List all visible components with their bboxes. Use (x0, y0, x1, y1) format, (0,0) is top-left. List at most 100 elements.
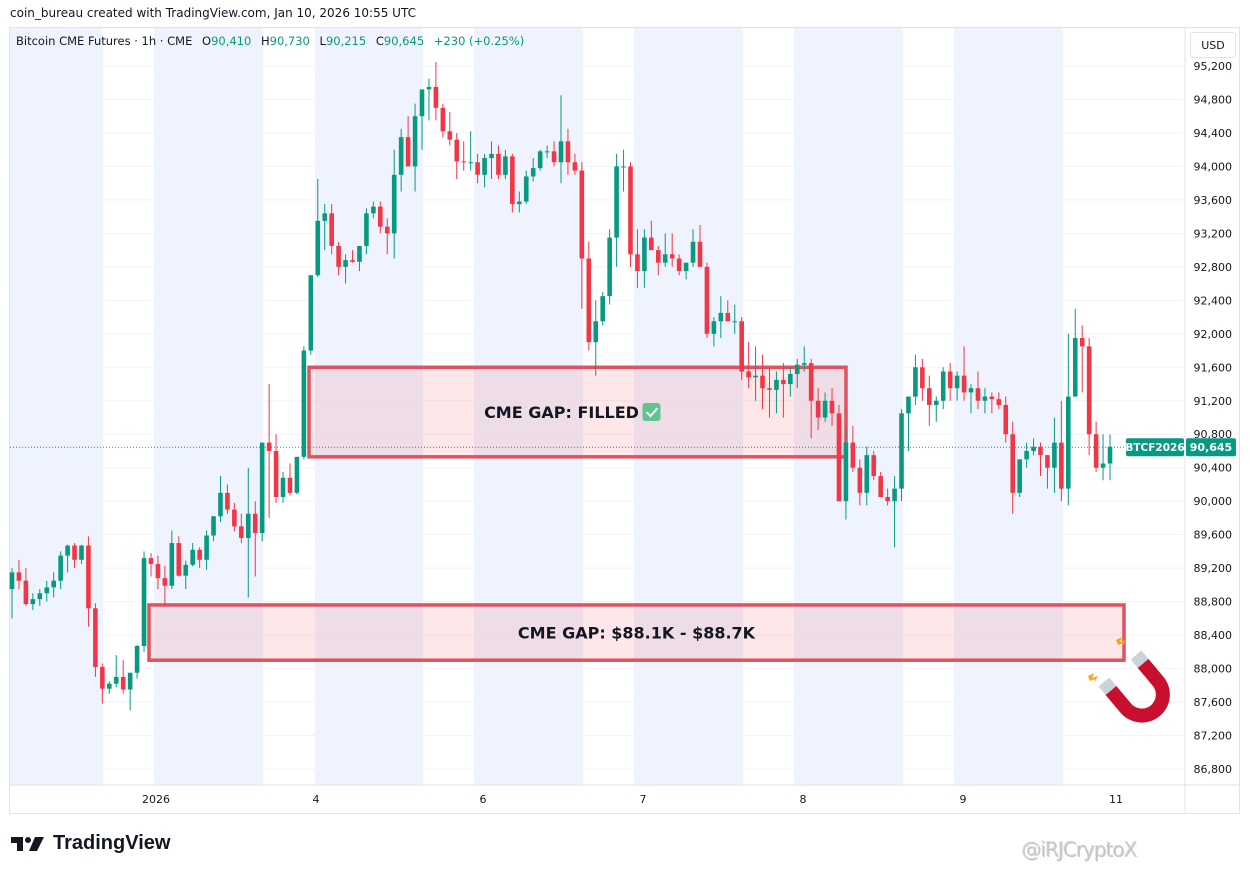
check-mark (645, 407, 659, 418)
candle (433, 61, 439, 121)
candle (65, 544, 70, 573)
candle (927, 375, 932, 426)
candle-body (739, 321, 744, 372)
price-tick-label: 88,800 (1194, 596, 1233, 609)
low-label: L (319, 34, 326, 48)
candle (968, 384, 974, 414)
candle-body (308, 275, 314, 351)
candle (378, 201, 383, 234)
candle (892, 476, 897, 548)
candle (843, 430, 849, 520)
price-axis[interactable]: 95,200 94,800 94,400 94,000 93,600 93,200 92,8… (1194, 60, 1233, 776)
candle (781, 363, 786, 418)
time-axis[interactable]: 2026 4 6 7 8 9 11 (10, 28, 1240, 814)
candle (322, 204, 328, 251)
candle-body (65, 545, 70, 556)
candle-body (239, 526, 244, 539)
candle (725, 300, 731, 322)
candle (266, 384, 272, 518)
candle (586, 241, 592, 351)
candle-body (1086, 346, 1092, 435)
price-tick-label: 92,800 (1194, 261, 1233, 274)
candle-body (753, 375, 758, 378)
tradingview-logo[interactable]: TradingView (11, 832, 170, 855)
candle-body (454, 139, 460, 162)
candle-body (204, 535, 209, 560)
candle-body (378, 206, 383, 227)
candle-body (579, 170, 585, 259)
candle-body (245, 513, 251, 539)
candle-body (975, 388, 981, 401)
candle-body (23, 580, 29, 605)
candle-body (301, 350, 307, 457)
candle-body (711, 321, 717, 334)
candle (885, 488, 890, 506)
candle-body (197, 549, 202, 560)
candle (412, 103, 418, 192)
candle (523, 170, 529, 205)
gap-open-label: CME GAP: $88.1K - $88.7K (518, 624, 756, 643)
candle (635, 229, 640, 288)
candle (211, 516, 216, 542)
candle-body (954, 375, 960, 389)
candle-body (829, 400, 835, 414)
candle (732, 304, 738, 334)
candle-body (982, 396, 988, 401)
gap-filled-rect[interactable] (307, 365, 848, 459)
candle-body (273, 450, 279, 498)
high-label: H (260, 34, 270, 48)
candle-body (933, 400, 939, 405)
price-tick-label: 95,200 (1194, 60, 1233, 73)
candle-body (767, 388, 772, 390)
candle (558, 95, 564, 184)
candle (357, 245, 362, 272)
candle-body (461, 161, 467, 163)
candle (294, 456, 300, 495)
candle-body (614, 166, 619, 238)
candle-body (718, 312, 724, 322)
candle-body (364, 213, 369, 246)
candle (913, 354, 918, 405)
candle (405, 116, 411, 167)
candle-body (447, 131, 453, 140)
candle-body (44, 587, 50, 594)
candle-body (676, 258, 682, 272)
candle (746, 342, 751, 389)
candle (982, 388, 988, 414)
candle (530, 158, 536, 182)
candle-body (927, 388, 932, 405)
candle (1079, 325, 1085, 393)
open-label: O (202, 34, 212, 48)
candle-body (79, 545, 84, 560)
candle (718, 296, 724, 338)
candle (565, 128, 571, 175)
price-tick-label: 86,800 (1194, 763, 1233, 776)
candle-body (113, 676, 119, 684)
candle (440, 103, 446, 138)
currency-button[interactable]: USD (1190, 32, 1236, 58)
candle-body (37, 593, 43, 600)
watermark: @iRJCryptoX (1022, 838, 1138, 862)
candle-body (683, 262, 689, 272)
magnet-icon (1088, 637, 1170, 723)
candle-body (794, 364, 800, 374)
candle-body (72, 545, 77, 560)
candle (419, 89, 425, 150)
candle-body (503, 156, 508, 175)
candle-body (9, 572, 15, 590)
candle (301, 346, 307, 460)
candle (30, 593, 36, 610)
gap-rect[interactable] (307, 365, 848, 459)
candle (426, 78, 432, 121)
candle-body (885, 497, 890, 502)
candle-body (781, 379, 786, 385)
low-value: 90,215 (325, 34, 367, 48)
symbol-legend[interactable]: Bitcoin CME Futures · 1h · CME O90,410 H… (16, 34, 524, 48)
candle-body (475, 162, 480, 175)
candle-body (635, 254, 640, 272)
gap-rect[interactable] (147, 603, 1126, 662)
candle-body (586, 258, 592, 343)
candle-body (551, 151, 557, 163)
gap-open-rect[interactable] (147, 603, 1126, 662)
